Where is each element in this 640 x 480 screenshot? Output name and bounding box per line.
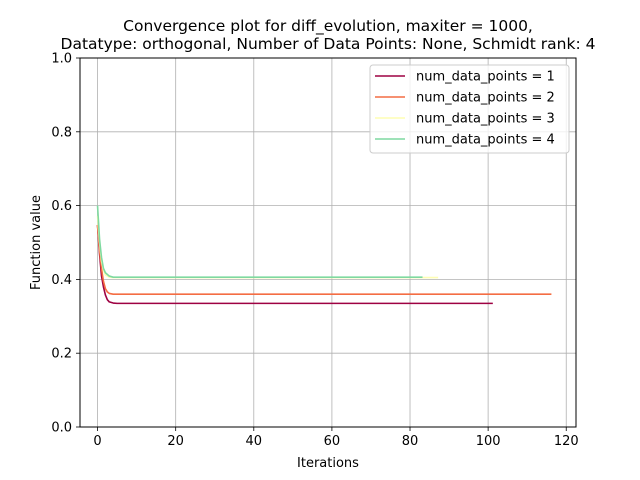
x-tick-label: 120 — [554, 434, 579, 449]
legend-label-3: num_data_points = 3 — [416, 112, 555, 127]
y-axis-label: Function value — [29, 195, 44, 290]
x-tick-label: 80 — [402, 434, 419, 449]
chart-title-line1: Convergence plot for diff_evolution, max… — [123, 17, 533, 36]
axis-ticks: 0 20 40 60 80 100 120 0.0 0.2 0.4 0.6 0.8 1.0 — [51, 52, 578, 450]
x-tick-label: 100 — [476, 434, 501, 449]
legend: num_data_points = 1 num_data_points = 2 nu… — [369, 64, 570, 154]
y-tick-label: 0.0 — [51, 421, 72, 436]
x-axis-label: Iterations — [297, 456, 359, 471]
x-tick-label: 60 — [324, 434, 341, 449]
plot-frame — [79, 57, 577, 428]
x-tick-label: 20 — [167, 434, 184, 449]
y-tick-label: 1.0 — [51, 52, 72, 67]
series-lines — [96, 205, 552, 305]
y-tick-label: 0.8 — [51, 125, 72, 140]
legend-label-1: num_data_points = 1 — [416, 70, 555, 85]
y-tick-label: 0.4 — [51, 273, 72, 288]
legend-box — [369, 64, 570, 154]
x-tick-label: 0 — [93, 434, 101, 449]
legend-label-4: num_data_points = 4 — [416, 133, 555, 148]
y-tick-label: 0.2 — [51, 347, 72, 362]
series-line-4 — [96, 205, 423, 278]
y-tick-label: 0.6 — [51, 199, 72, 214]
chart-title-line2: Datatype: orthogonal, Number of Data Poi… — [61, 35, 596, 53]
x-tick-label: 40 — [246, 434, 263, 449]
legend-label-2: num_data_points = 2 — [416, 91, 555, 106]
